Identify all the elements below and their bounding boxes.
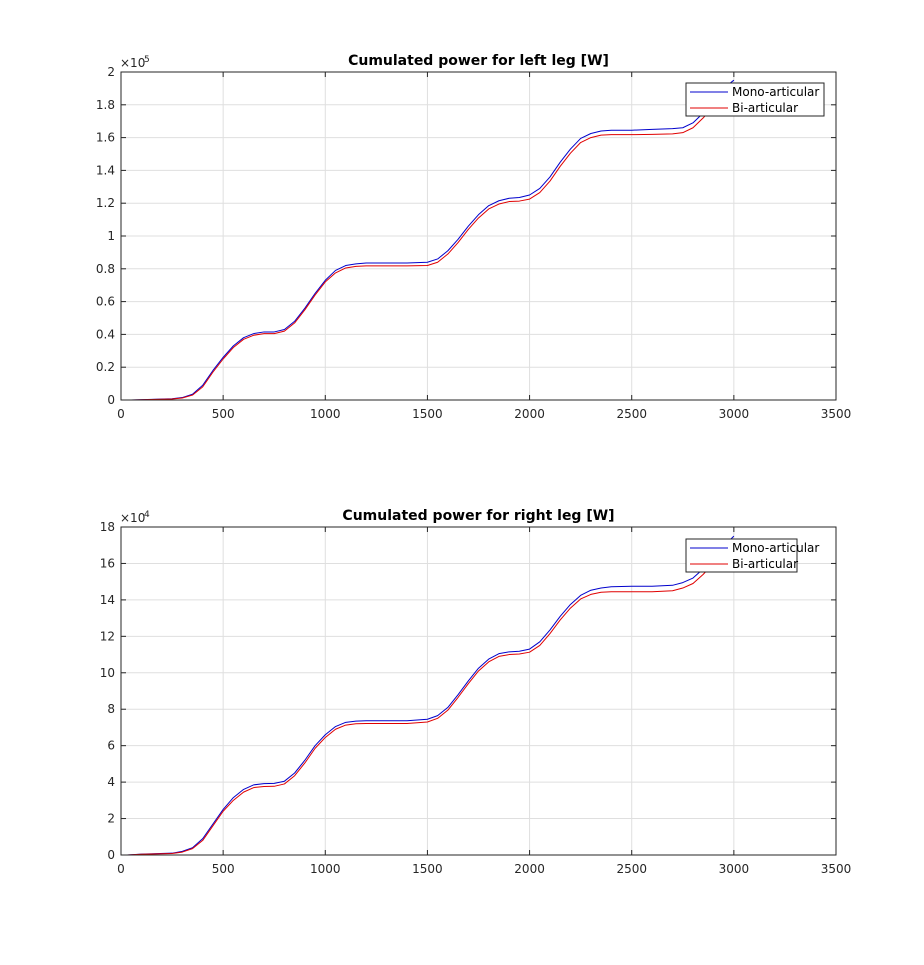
y-tick-label: 6 [107,739,115,753]
y-tick-label: 0.4 [96,327,115,341]
x-tick-label: 3500 [821,862,852,876]
x-tick-label: 1500 [412,407,443,421]
x-tick-label: 3500 [821,407,852,421]
y-tick-label: 0 [107,848,115,862]
y-tick-label: 1.2 [96,196,115,210]
legend-label-mono-articular: Mono-articular [732,541,819,555]
chart-panel-2: 0 500 1000 1500 2000 2500 3000 3500 0 2 4 6 8 10 12 14 1… [100,508,852,876]
series-line-mono-articular [131,79,735,401]
y-tick-label: 2 [107,812,115,826]
legend[interactable]: Mono-articular Bi-articular [685,538,819,573]
series-line-bi-articular [131,84,735,401]
y-tick-label: 2 [107,65,115,79]
y-tick-label: 10 [100,666,115,680]
x-tick-label: 2000 [514,407,545,421]
legend-label-bi-articular: Bi-articular [732,101,798,115]
x-tick-label: 2500 [616,407,647,421]
axes-box [120,526,837,856]
y-axis-multiplier-exponent: 4 [144,510,150,520]
y-tick-label: 4 [107,775,115,789]
legend-label-mono-articular: Mono-articular [732,85,819,99]
legend-label-bi-articular: Bi-articular [732,557,798,571]
series-line-mono-articular [127,535,735,856]
chart-panel-1: 0 500 1000 1500 2000 2500 3000 3500 0 0.2 0.4 0.6 0.… [96,53,851,421]
y-tick-label: 1 [107,229,115,243]
y-tick-label: 18 [100,520,115,534]
chart-title: Cumulated power for left leg [W] [348,53,609,69]
x-tick-label: 500 [212,407,235,421]
legend[interactable]: Mono-articular Bi-articular [685,82,825,117]
y-tick-label: 8 [107,702,115,716]
y-tick-label: 12 [100,629,115,643]
x-tick-label: 1000 [310,862,341,876]
chart-title: Cumulated power for right leg [W] [342,508,614,524]
x-tick-label: 0 [117,862,125,876]
x-tick-label: 2000 [514,862,545,876]
y-tick-label: 0 [107,393,115,407]
x-tick-label: 3000 [719,862,750,876]
y-axis-multiplier-exponent: 5 [144,55,150,65]
y-tick-label: 0.6 [96,295,115,309]
x-tick-label: 3000 [719,407,750,421]
y-tick-label: 14 [100,593,115,607]
x-tick-label: 1000 [310,407,341,421]
y-tick-label: 1.8 [96,98,115,112]
y-tick-label: 16 [100,556,115,570]
legend-box [685,82,825,117]
x-tick-label: 500 [212,862,235,876]
x-tick-label: 0 [117,407,125,421]
series-line-bi-articular [127,541,735,856]
y-axis-multiplier: ×10 [120,56,145,70]
y-tick-label: 1.6 [96,131,115,145]
y-tick-label: 1.4 [96,163,115,177]
x-tick-label: 2500 [616,862,647,876]
y-axis-multiplier: ×10 [120,511,145,525]
y-tick-label: 0.8 [96,262,115,276]
legend-box [685,538,798,573]
y-tick-label: 0.2 [96,360,115,374]
x-tick-label: 1500 [412,862,443,876]
plot-area [121,527,836,855]
